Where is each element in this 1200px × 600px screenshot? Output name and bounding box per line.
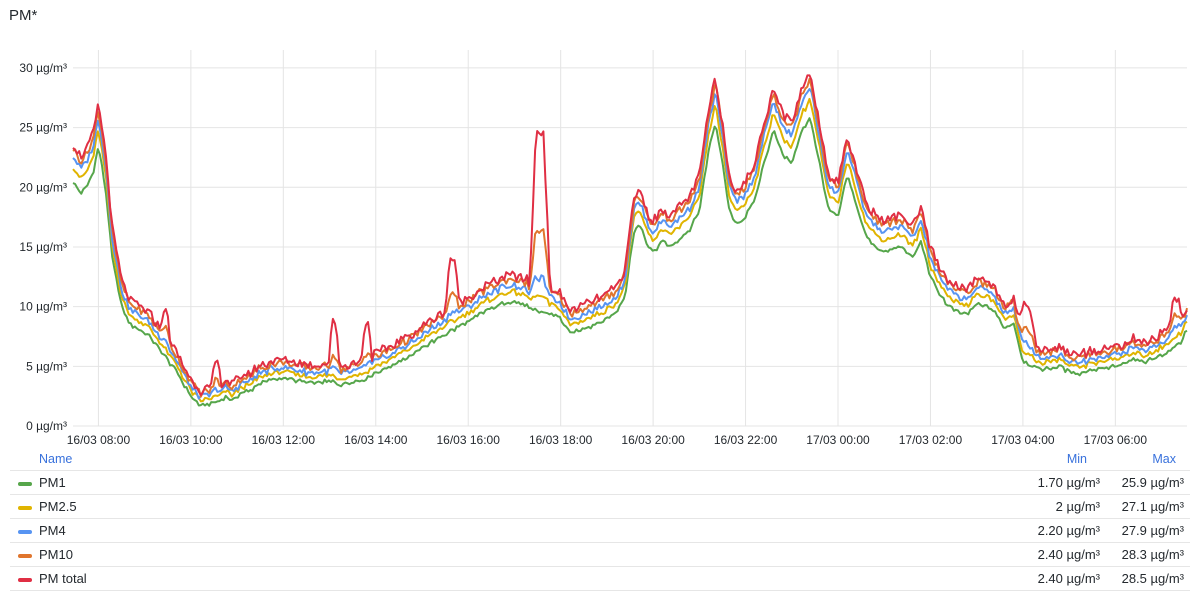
y-tick-label: 0 µg/m³ xyxy=(26,419,67,433)
legend-row[interactable]: PM4 2.20 µg/m³ 27.9 µg/m³ xyxy=(10,519,1190,543)
legend-row[interactable]: PM10 2.40 µg/m³ 28.3 µg/m³ xyxy=(10,543,1190,567)
series-line-pm-total[interactable] xyxy=(72,74,1188,396)
x-axis: 16/03 08:00 16/03 10:00 16/03 12:00 16/03 1… xyxy=(67,433,1148,447)
x-tick-label: 16/03 22:00 xyxy=(714,433,778,447)
y-tick-label: 5 µg/m³ xyxy=(26,359,67,373)
legend-min-value: 2.40 µg/m³ xyxy=(1037,571,1100,586)
series-line-pm1[interactable] xyxy=(72,117,1188,407)
x-tick-label: 16/03 08:00 xyxy=(67,433,131,447)
legend-series-name[interactable]: PM10 xyxy=(39,547,73,562)
series-lines xyxy=(72,74,1188,407)
x-tick-label: 16/03 18:00 xyxy=(529,433,593,447)
x-tick-label: 16/03 16:00 xyxy=(437,433,501,447)
legend-min-value: 2.40 µg/m³ xyxy=(1037,547,1100,562)
legend-swatch[interactable] xyxy=(18,554,32,558)
legend-max-value: 27.9 µg/m³ xyxy=(1121,523,1184,538)
x-tick-label: 16/03 12:00 xyxy=(252,433,316,447)
legend-min-value: 2 µg/m³ xyxy=(1055,499,1100,514)
legend-row[interactable]: PM2.5 2 µg/m³ 27.1 µg/m³ xyxy=(10,495,1190,519)
y-tick-label: 30 µg/m³ xyxy=(19,61,67,75)
x-tick-label: 17/03 00:00 xyxy=(806,433,870,447)
legend-series-name[interactable]: PM1 xyxy=(39,475,66,490)
legend-series-name[interactable]: PM4 xyxy=(39,523,66,538)
x-tick-label: 17/03 02:00 xyxy=(899,433,963,447)
legend-series-name[interactable]: PM total xyxy=(39,571,87,586)
x-tick-label: 16/03 14:00 xyxy=(344,433,408,447)
legend-header-max[interactable]: Max xyxy=(1152,452,1176,466)
line-chart[interactable]: 0 µg/m³ 5 µg/m³ 10 µg/m³ 15 µg/m³ 20 µg/m³ 25… xyxy=(0,0,1200,448)
legend-max-value: 28.3 µg/m³ xyxy=(1121,547,1184,562)
y-tick-label: 10 µg/m³ xyxy=(19,300,67,314)
x-tick-label: 16/03 10:00 xyxy=(159,433,223,447)
legend-swatch[interactable] xyxy=(18,482,32,486)
legend-max-value: 28.5 µg/m³ xyxy=(1121,571,1184,586)
legend-max-value: 25.9 µg/m³ xyxy=(1121,475,1184,490)
y-tick-label: 25 µg/m³ xyxy=(19,121,67,135)
x-tick-label: 16/03 20:00 xyxy=(621,433,685,447)
legend-min-value: 2.20 µg/m³ xyxy=(1037,523,1100,538)
legend-swatch[interactable] xyxy=(18,530,32,534)
legend-table: Name Min Max PM1 1.70 µg/m³ 25.9 µg/m³ PM2.… xyxy=(10,448,1190,591)
legend-max-value: 27.1 µg/m³ xyxy=(1121,499,1184,514)
legend-row[interactable]: PM total 2.40 µg/m³ 28.5 µg/m³ xyxy=(10,567,1190,591)
x-tick-label: 17/03 04:00 xyxy=(991,433,1055,447)
x-tick-label: 17/03 06:00 xyxy=(1084,433,1148,447)
legend-min-value: 1.70 µg/m³ xyxy=(1037,475,1100,490)
legend-swatch[interactable] xyxy=(18,578,32,582)
legend-series-name[interactable]: PM2.5 xyxy=(39,499,77,514)
panel-title: PM* xyxy=(9,7,38,24)
legend-swatch[interactable] xyxy=(18,506,32,510)
y-axis: 0 µg/m³ 5 µg/m³ 10 µg/m³ 15 µg/m³ 20 µg/m³ 25… xyxy=(19,61,67,433)
y-tick-label: 15 µg/m³ xyxy=(19,240,67,254)
y-tick-label: 20 µg/m³ xyxy=(19,180,67,194)
legend-header: Name Min Max xyxy=(10,448,1190,471)
legend-header-min[interactable]: Min xyxy=(1066,452,1087,466)
legend-row[interactable]: PM1 1.70 µg/m³ 25.9 µg/m³ xyxy=(10,471,1190,495)
legend-header-name[interactable]: Name xyxy=(39,452,73,466)
series-line-pm2-5[interactable] xyxy=(72,97,1188,403)
